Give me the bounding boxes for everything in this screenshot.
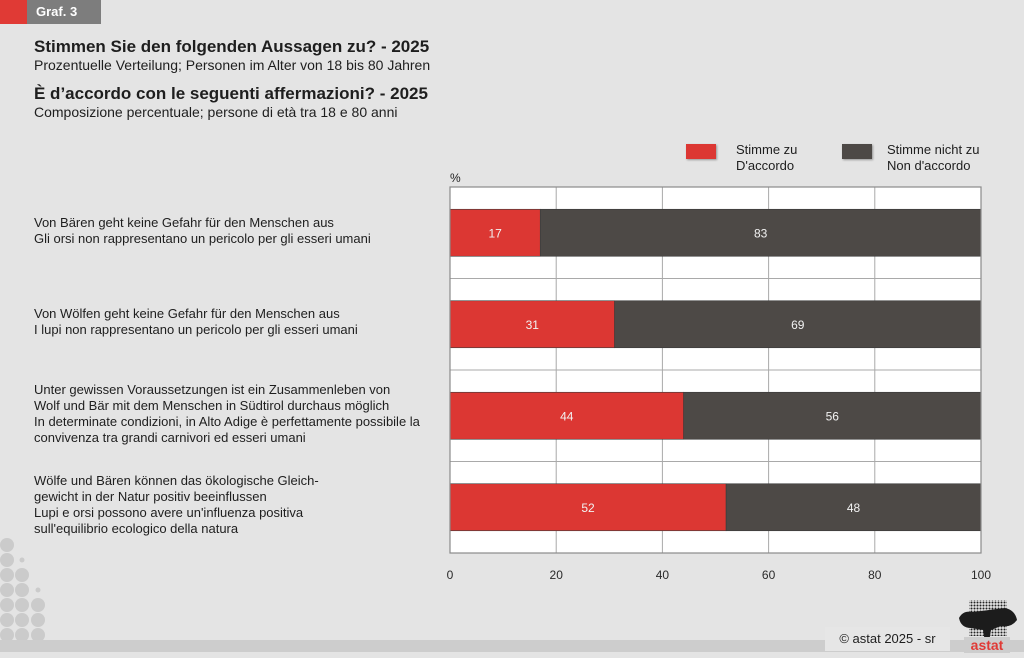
chart-title-de: Stimmen Sie den folgenden Aussagen zu? -… xyxy=(34,37,430,56)
legend-label-line: Non d'accordo xyxy=(887,158,971,173)
badge-accent xyxy=(0,0,27,24)
chart-title-it: È d’accordo con le seguenti affermazioni… xyxy=(34,84,428,103)
legend-label: Stimme nicht zu Non d'accordo xyxy=(887,142,979,174)
bar-segment-disagree xyxy=(725,483,982,532)
category-label-line: Von Wölfen geht keine Gefahr für den Men… xyxy=(34,306,340,322)
category-label-line: Unter gewissen Voraussetzungen ist ein Z… xyxy=(34,381,391,397)
bar-value-label: 17 xyxy=(488,226,502,240)
chart-subtitle-de: Prozentuelle Verteilung; Personen im Alt… xyxy=(34,57,431,73)
category-label: Unter gewissen Voraussetzungen ist ein Z… xyxy=(34,382,420,446)
x-tick-label: 20 xyxy=(550,568,564,582)
legend-swatch xyxy=(842,144,872,159)
bar-value-label: 31 xyxy=(526,318,540,332)
bar-value-label: 56 xyxy=(826,409,840,423)
category-label-line: Wolf und Bär mit dem Menschen in Südtiro… xyxy=(34,397,390,413)
graph-number-badge: Graf. 3 xyxy=(27,0,101,24)
category-label-line: Lupi e orsi possono avere un'influenza p… xyxy=(34,505,304,521)
bar-segment-agree xyxy=(449,483,727,532)
bar-chart: 17 83 31 69 44 56 52 48 0 20 40 60 80 100 xyxy=(447,186,991,582)
bar-value-label: 52 xyxy=(581,501,595,515)
legend-label-line: Stimme zu xyxy=(736,142,798,157)
legend-label: Stimme zu D'accordo xyxy=(736,142,797,174)
legend-label-line: D'accordo xyxy=(736,158,795,173)
astat-logo-text: astat xyxy=(964,637,1010,653)
category-label-line: gewicht in der Natur positiv beeinflusse… xyxy=(34,489,267,505)
x-tick-label: 60 xyxy=(762,568,776,582)
chart-subtitle-it: Composizione percentuale; persone di età… xyxy=(34,104,398,120)
x-tick-label: 40 xyxy=(656,568,670,582)
x-tick-label: 100 xyxy=(971,568,991,582)
bar-segment-agree xyxy=(449,300,615,349)
category-label-line: Wölfe und Bären können das ökologische G… xyxy=(34,473,319,489)
category-label-line: sull'equilibrio ecologico della natura xyxy=(34,521,239,537)
category-label-line: In determinate condizioni, in Alto Adige… xyxy=(34,413,420,429)
bar-value-label: 69 xyxy=(791,318,805,332)
bar-segment-disagree xyxy=(539,208,982,257)
bar-segment-disagree xyxy=(614,300,982,349)
legend-label-line: Stimme nicht zu xyxy=(887,142,980,157)
category-label-line: convivenza tra grandi carnivori ed esser… xyxy=(34,429,306,445)
category-label: Von Wölfen geht keine Gefahr für den Men… xyxy=(34,306,358,338)
bar-value-label: 83 xyxy=(754,226,768,240)
footer-band xyxy=(0,640,1024,652)
astat-logo-icon xyxy=(959,600,1017,642)
bar-segment-agree xyxy=(449,391,684,440)
plot-border xyxy=(449,186,982,554)
category-label: Von Bären geht keine Gefahr für den Mens… xyxy=(34,215,371,247)
bar-segment-agree xyxy=(449,208,541,257)
copyright-notice: © astat 2025 - sr xyxy=(825,627,950,651)
bar-value-label: 48 xyxy=(847,501,861,515)
category-label-line: I lupi non rappresentano un pericolo per… xyxy=(34,322,358,338)
x-tick-label: 80 xyxy=(868,568,882,582)
x-tick-label: 0 xyxy=(447,568,454,582)
category-label: Wölfe und Bären können das ökologische G… xyxy=(34,473,319,537)
x-axis-unit-label: % xyxy=(450,171,461,185)
legend-swatch xyxy=(686,144,716,159)
bar-value-label: 44 xyxy=(560,409,574,423)
decorative-dots-icon xyxy=(0,538,45,642)
category-label-line: Von Bären geht keine Gefahr für den Mens… xyxy=(34,214,334,230)
category-label-line: Gli orsi non rappresentano un pericolo p… xyxy=(34,230,371,246)
bar-segment-disagree xyxy=(683,391,982,440)
